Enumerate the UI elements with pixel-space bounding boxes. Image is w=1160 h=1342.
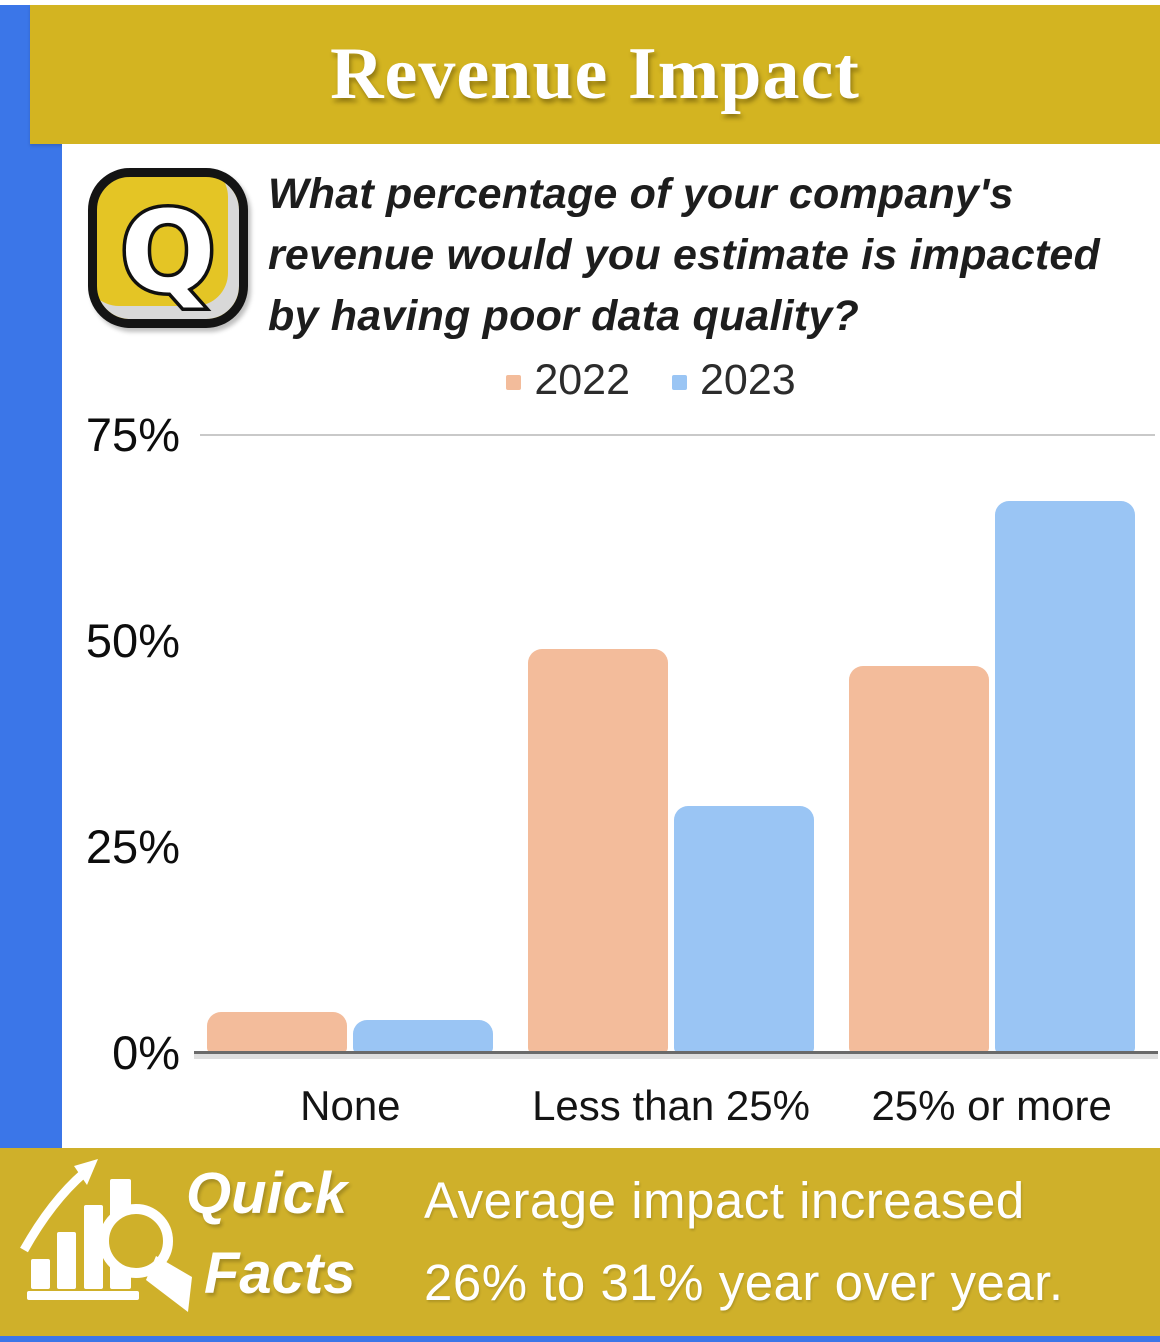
bar-2023-less-than-25 (674, 805, 814, 1053)
quick-facts-line2: Facts (204, 1241, 356, 1306)
legend-item-2022: 2022 (506, 356, 630, 405)
x-axis-line (194, 1051, 1158, 1054)
legend-swatch-2023 (672, 374, 687, 390)
footer-banner: Quick Facts Average impact increased 26%… (0, 1148, 1160, 1336)
chart-card: Q What percentage of your company's reve… (62, 144, 1160, 1148)
question-text: What percentage of your company's revenu… (268, 170, 1101, 340)
fact-text-line2: 26% to 31% year over year. (424, 1254, 1064, 1311)
x-axis-label-none: None (300, 1082, 401, 1129)
fact-text-line1: Average impact increased (424, 1172, 1025, 1229)
bottom-accent-bar (0, 1336, 1160, 1342)
fact-text: Average impact increased 26% to 31% year… (424, 1160, 1064, 1324)
legend-item-2023: 2023 (672, 356, 796, 405)
question-icon-letter: Q (120, 188, 215, 318)
y-axis-label-25: 25% (85, 820, 180, 873)
y-axis-label-75: 75% (85, 408, 180, 461)
question-icon: Q (88, 168, 248, 328)
bar-2023-none (353, 1020, 494, 1053)
chart-legend: 2022 2023 (62, 356, 1160, 405)
quick-facts-icon (18, 1156, 198, 1334)
page-title: Revenue Impact (330, 33, 860, 115)
quick-facts-label: Quick Facts (186, 1154, 356, 1314)
bar-2022-none (207, 1011, 348, 1053)
bar-2022-less-than-25 (528, 649, 668, 1053)
y-axis-label-0: 0% (112, 1026, 180, 1079)
gridline-75 (200, 434, 1155, 436)
bar-chart: 0% 25% 50% 75% None Less than 25% 25% or more (62, 144, 1160, 1148)
legend-label-2022: 2022 (534, 356, 630, 404)
header-banner: Revenue Impact (30, 5, 1160, 144)
x-axis-label-25-or-more: 25% or more (871, 1082, 1112, 1129)
bar-2022-25-or-more (848, 665, 989, 1053)
bar-2023-25-or-more (994, 500, 1135, 1053)
legend-swatch-2022 (506, 374, 522, 390)
legend-label-2023: 2023 (700, 356, 796, 404)
left-accent-bar (0, 5, 62, 1336)
x-axis-shadow (194, 1054, 1158, 1059)
y-axis-label-50: 50% (85, 614, 180, 667)
quick-facts-line1: Quick (186, 1161, 348, 1226)
x-axis-label-less-than-25: Less than 25% (532, 1082, 810, 1129)
